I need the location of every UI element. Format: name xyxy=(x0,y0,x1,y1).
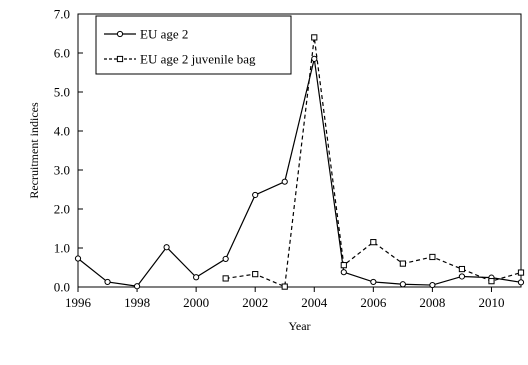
y-tick-label: 7.0 xyxy=(54,7,70,22)
data-point xyxy=(222,255,229,263)
series-layer xyxy=(74,34,525,290)
data-point xyxy=(458,273,466,280)
data-point xyxy=(193,274,200,281)
data-point xyxy=(252,191,259,199)
y-axis-label: Recruitment indices xyxy=(27,102,41,199)
data-point xyxy=(222,275,229,282)
data-point xyxy=(252,271,259,278)
y-tick-label: 3.0 xyxy=(54,163,70,178)
data-point xyxy=(399,260,406,267)
data-point xyxy=(488,278,495,285)
x-tick-label: 2002 xyxy=(242,295,268,310)
x-tick-label: 1996 xyxy=(65,295,92,310)
data-point xyxy=(133,283,141,290)
data-point xyxy=(517,269,525,276)
series-line xyxy=(225,37,522,288)
legend-label: EU age 2 xyxy=(140,27,188,42)
y-tick-label: 1.0 xyxy=(54,241,70,256)
x-tick-label: 2008 xyxy=(419,295,445,310)
x-tick-label: 1998 xyxy=(124,295,150,310)
axes xyxy=(77,13,522,288)
legend-box xyxy=(95,15,292,75)
data-point xyxy=(429,281,436,289)
y-tick-label: 5.0 xyxy=(54,85,70,100)
data-point xyxy=(429,253,436,261)
x-tick-label: 2000 xyxy=(183,295,209,310)
legend-marker xyxy=(116,30,124,38)
data-point xyxy=(340,269,347,276)
series-line xyxy=(77,58,522,287)
data-point xyxy=(311,55,318,62)
x-axis-label: Year xyxy=(288,319,310,333)
legend-label: EU age 2 juvenile bag xyxy=(140,52,256,67)
x-tick-label: 2004 xyxy=(301,295,328,310)
data-point xyxy=(458,265,466,273)
data-point xyxy=(163,244,170,251)
plot-frame xyxy=(77,13,522,288)
data-point xyxy=(517,279,525,286)
y-tick-label: 2.0 xyxy=(54,202,70,217)
x-tick-label: 2006 xyxy=(360,295,387,310)
data-point xyxy=(370,278,377,286)
legend-marker xyxy=(116,55,124,63)
y-ticks: 0.0 1.0 2.0 3.0 4.0 5.0 6.0 7.0 xyxy=(54,7,83,295)
legend: EU age 2 EU age 2 juvenile bag xyxy=(95,15,292,75)
y-tick-label: 0.0 xyxy=(54,280,70,295)
series-eu-age-2 xyxy=(74,55,525,290)
x-tick-label: 2010 xyxy=(478,295,504,310)
series-juvenile-bag xyxy=(222,34,525,290)
x-ticks: 1996 1998 2000 2002 2004 2006 2008 2010 xyxy=(65,287,504,310)
data-point xyxy=(281,283,288,290)
data-point xyxy=(370,239,377,246)
data-point xyxy=(104,278,111,286)
y-tick-label: 6.0 xyxy=(54,46,70,61)
data-point xyxy=(340,262,347,269)
data-point xyxy=(74,255,82,262)
data-point xyxy=(399,281,406,288)
data-point xyxy=(281,178,288,185)
data-point xyxy=(311,34,318,41)
y-tick-label: 4.0 xyxy=(54,124,70,139)
